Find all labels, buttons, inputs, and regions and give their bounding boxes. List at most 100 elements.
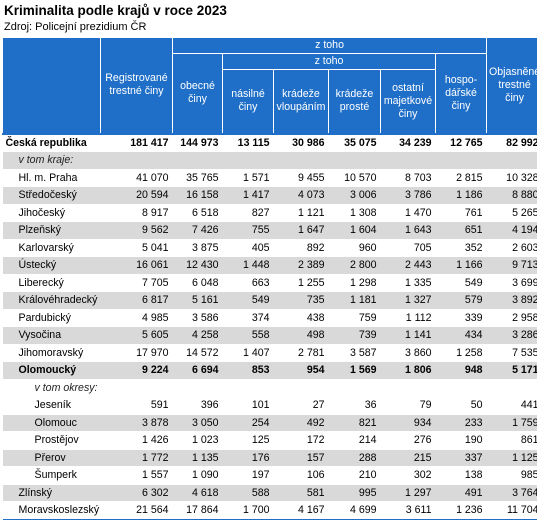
table-cell: 1 426 [101,432,173,450]
table-cell: 7 426 [173,222,223,240]
table-cell: 581 [274,484,329,502]
header-z-toho-inner: z toho [223,54,436,70]
table-row: v tom kraje: [3,152,537,170]
table-cell: 34 239 [381,134,436,152]
table-cell [381,379,436,397]
table-cell: 1 181 [329,292,381,310]
table-cell: 4 258 [173,327,223,345]
table-cell: 1 571 [223,169,274,187]
table-cell: 10 570 [329,169,381,187]
table-cell: 106 [274,467,329,485]
table-cell: 1 255 [274,274,329,292]
table-cell: 3 611 [381,502,436,520]
row-label: Ústecký [3,257,101,275]
table-cell: 41 070 [101,169,173,187]
table-cell: 1 090 [173,467,223,485]
table-cell: 498 [274,327,329,345]
table-cell: 1 407 [223,344,274,362]
row-label: Přerov [3,449,101,467]
table-cell: 6 817 [101,292,173,310]
table-cell: 3 586 [173,309,223,327]
header-blank [3,38,101,134]
row-label: Liberecký [3,274,101,292]
table-cell: 8 880 [487,187,537,205]
table-cell [274,152,329,170]
table-cell: 337 [436,449,487,467]
table-cell: 1 135 [173,449,223,467]
table-cell: 6 048 [173,274,223,292]
table-cell: 960 [329,239,381,257]
table-cell: 1 166 [436,257,487,275]
row-label: Prostějov [3,432,101,450]
table-cell: 12 765 [436,134,487,152]
table-cell: 20 594 [101,187,173,205]
table-cell: 4 699 [329,502,381,520]
table-cell: 434 [436,327,487,345]
table-cell: 339 [436,309,487,327]
table-cell: 4 194 [487,222,537,240]
table-cell: 2 800 [329,257,381,275]
table-cell: 11 704 [487,502,537,520]
table-cell: 210 [329,467,381,485]
table-cell: 3 860 [381,344,436,362]
table-cell: 214 [329,432,381,450]
table-cell: 739 [329,327,381,345]
table-cell [436,152,487,170]
table-cell: 821 [329,414,381,432]
table-cell: 1 569 [329,362,381,380]
row-label: Šumperk [3,467,101,485]
table-cell: 3 587 [329,344,381,362]
table-cell: 12 430 [173,257,223,275]
row-label: Olomoucký [3,362,101,380]
table-cell: 172 [274,432,329,450]
table-cell: 591 [101,397,173,415]
table-cell: 4 073 [274,187,329,205]
table-cell: 1 448 [223,257,274,275]
table-cell: 761 [436,204,487,222]
table-cell: 36 [329,397,381,415]
table-cell: 735 [274,292,329,310]
table-cell: 2 815 [436,169,487,187]
table-cell: 9 455 [274,169,329,187]
table-cell: 892 [274,239,329,257]
table-cell: 17 864 [173,502,223,520]
table-cell: 438 [274,309,329,327]
table-cell: 948 [436,362,487,380]
table-cell: 21 564 [101,502,173,520]
table-cell: 125 [223,432,274,450]
table-cell: 374 [223,309,274,327]
table-cell: 1 308 [329,204,381,222]
table-cell: 197 [223,467,274,485]
row-label: Jihomoravský [3,344,101,362]
table-cell: 1 236 [436,502,487,520]
table-cell: 1 258 [436,344,487,362]
table-cell: 827 [223,204,274,222]
table-cell [173,379,223,397]
table-cell: 1 186 [436,187,487,205]
table-cell [436,379,487,397]
table-cell: 651 [436,222,487,240]
table-cell: 10 328 [487,169,537,187]
header-objasnene: Objasněné trestné činy [487,38,537,134]
table-cell: 7 535 [487,344,537,362]
table-cell: 2 603 [487,239,537,257]
crime-table: Registrované trestné činy z toho Objasně… [2,37,537,520]
table-cell: 1 112 [381,309,436,327]
table-cell: 35 075 [329,134,381,152]
table-cell: 405 [223,239,274,257]
table-row: v tom okresy: [3,379,537,397]
table-cell: 5 171 [487,362,537,380]
table-cell: 16 061 [101,257,173,275]
table-title: Kriminalita podle krajů v roce 2023 [4,3,227,18]
table-cell: 6 302 [101,484,173,502]
table-cell: 190 [436,432,487,450]
table-cell: 1 125 [487,449,537,467]
